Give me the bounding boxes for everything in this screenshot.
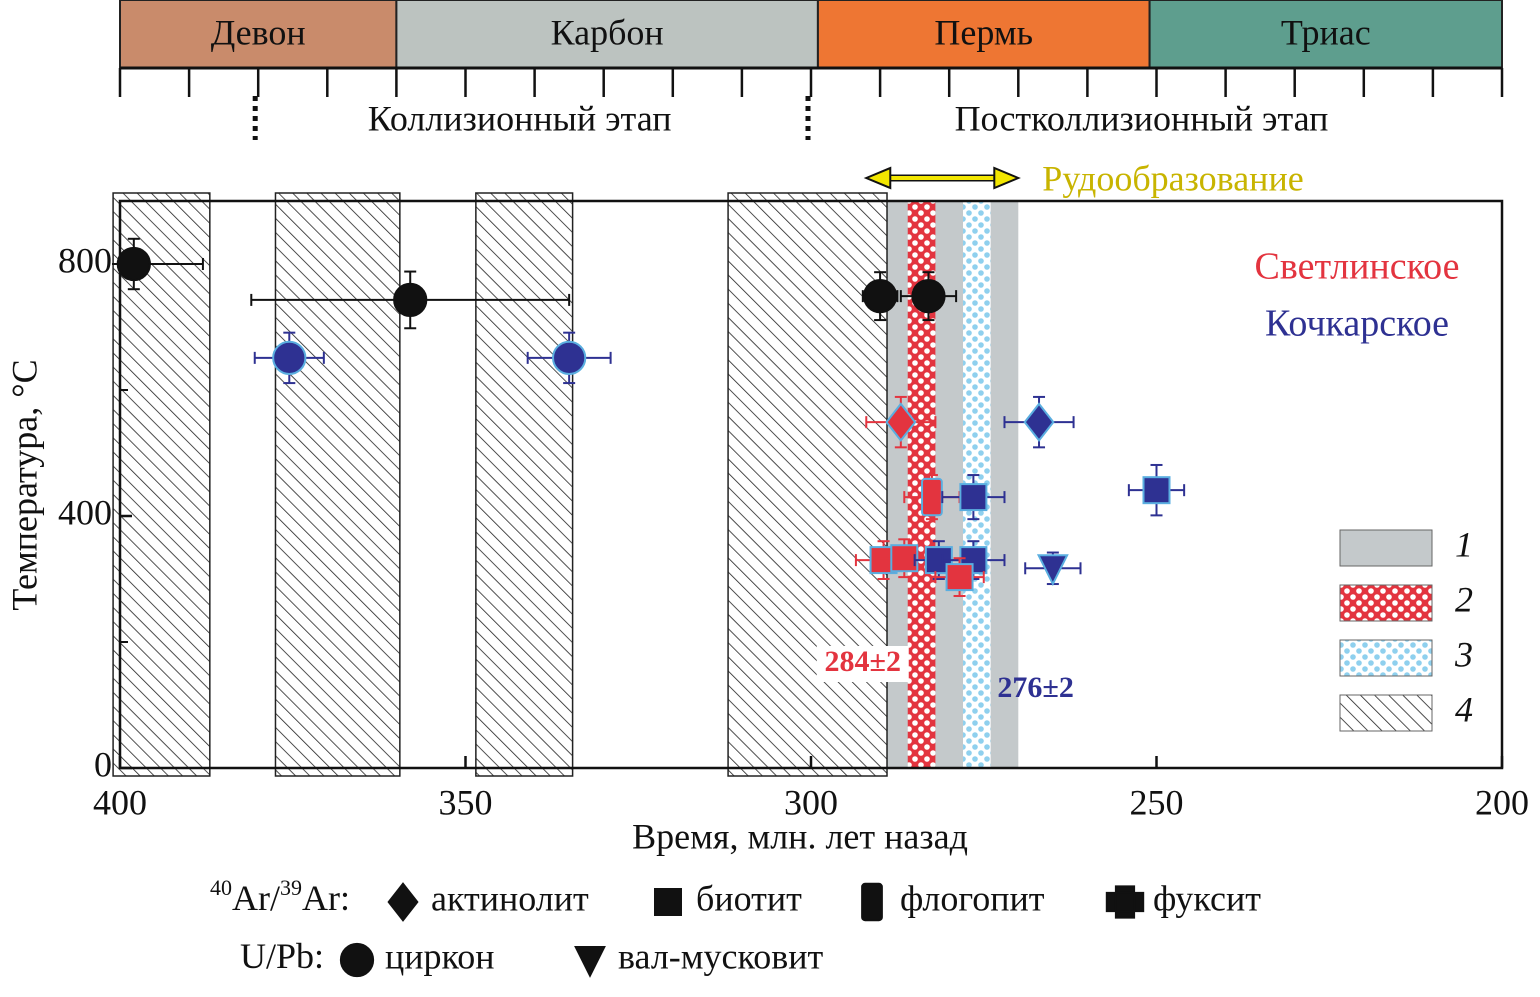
marker	[862, 279, 898, 314]
x-tick-label: 400	[93, 782, 147, 822]
marker	[1036, 554, 1069, 587]
method-label-part: Ar/	[232, 878, 280, 918]
x-tick-label: 350	[439, 782, 493, 822]
band	[727, 192, 888, 777]
legend-swatch	[1339, 584, 1433, 622]
marker	[387, 882, 419, 922]
marker	[959, 483, 988, 512]
marker	[945, 563, 974, 592]
period	[1148, 0, 1503, 69]
legend-swatch	[1339, 529, 1433, 567]
stage-label: Постколлизионный этап	[955, 98, 1329, 138]
stage-label: Коллизионный этап	[368, 98, 672, 138]
marker	[116, 246, 151, 282]
legend-key: 3	[1454, 634, 1473, 674]
method-label: 40Ar/39Ar:	[210, 875, 350, 918]
band-label: 284±2	[825, 645, 901, 678]
marker	[1142, 476, 1171, 505]
method-label-part: 39	[280, 875, 302, 900]
x-tick-label: 200	[1475, 782, 1529, 822]
y-axis-label: Температура, °C	[4, 359, 44, 610]
deposit-label: Светлинское	[1255, 246, 1460, 288]
legend-swatch	[1339, 694, 1433, 732]
marker	[393, 282, 428, 318]
band	[112, 192, 211, 777]
method-label-part: Ar:	[302, 878, 350, 918]
period	[816, 0, 1151, 69]
period-label: Девон	[211, 12, 306, 52]
method-item-label: флогопит	[900, 878, 1045, 918]
period	[119, 0, 398, 69]
y-tick-label: 0	[94, 744, 112, 784]
method-label: U/Pb:	[240, 936, 324, 976]
legend-key: 2	[1455, 579, 1473, 619]
period-label: Триас	[1281, 12, 1371, 52]
marker	[890, 544, 919, 573]
marker	[1105, 885, 1145, 919]
marker	[552, 340, 587, 375]
marker	[1023, 402, 1055, 442]
ore-label: Рудообразование	[1042, 158, 1303, 198]
ore-arrow-head	[993, 166, 1021, 190]
method-item-label: циркон	[385, 936, 494, 976]
method-item-label: актинолит	[431, 878, 589, 918]
legend-key: 1	[1455, 524, 1473, 564]
band-label-bg	[816, 646, 909, 682]
method-label-part: 40	[210, 875, 232, 900]
marker	[574, 946, 606, 978]
ore-arrow-head	[863, 166, 892, 190]
method-item-label: фуксит	[1153, 878, 1261, 918]
legend-swatch	[1339, 639, 1433, 677]
period-label: Пермь	[934, 12, 1033, 52]
method-label-part: U/Pb:	[240, 936, 324, 976]
deposit-label: Кочкарское	[1265, 303, 1449, 345]
period	[395, 0, 819, 69]
marker	[861, 882, 883, 922]
points	[112, 237, 1186, 598]
y-tick-label: 400	[58, 492, 112, 532]
period-label: Карбон	[551, 12, 664, 52]
method-item-label: биотит	[696, 878, 802, 918]
x-tick-label: 300	[784, 782, 838, 822]
marker	[911, 279, 946, 314]
band	[475, 192, 574, 777]
marker	[921, 477, 943, 517]
ore-arrow	[863, 166, 1021, 190]
band-label: 276±2	[997, 671, 1073, 704]
method-item-label: вал-мусковит	[618, 936, 823, 976]
marker	[654, 888, 682, 916]
legend-key: 4	[1455, 689, 1473, 729]
marker	[885, 402, 917, 442]
marker	[339, 942, 375, 978]
band	[274, 192, 401, 777]
x-axis-label: Время, млн. лет назад	[632, 816, 968, 856]
marker	[272, 340, 307, 375]
y-tick-label: 800	[58, 240, 112, 280]
x-tick-label: 250	[1130, 782, 1184, 822]
